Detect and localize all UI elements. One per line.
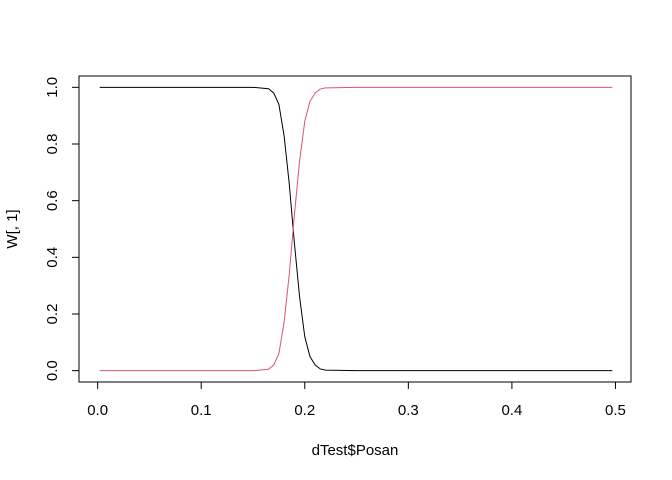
x-tick-label: 0.5: [605, 402, 626, 419]
x-tick-label: 0.4: [501, 402, 522, 419]
x-tick-label: 0.0: [87, 402, 108, 419]
series-line-1: [99, 86, 613, 372]
y-tick-label: 1.0: [44, 77, 61, 98]
x-tick-label: 0.3: [398, 402, 419, 419]
y-tick-label: 0.6: [44, 190, 61, 211]
series-lines: [99, 86, 613, 372]
x-axis-label: dTest$Posan: [312, 442, 399, 459]
y-tick-label: 0.2: [44, 304, 61, 325]
x-tick-label: 0.2: [294, 402, 315, 419]
x-axis: 0.0 0.1 0.2 0.3 0.4 0.5: [87, 381, 626, 419]
y-tick-label: 0.8: [44, 134, 61, 155]
y-axis-label: W[, 1]: [4, 209, 21, 248]
y-tick-label: 0.0: [44, 360, 61, 381]
y-tick-label: 0.4: [44, 247, 61, 268]
series-line-2: [99, 86, 613, 372]
x-tick-label: 0.1: [191, 402, 212, 419]
y-axis: 0.0 0.2 0.4 0.6 0.8 1.0: [44, 77, 80, 381]
plot-frame: [78, 75, 632, 383]
